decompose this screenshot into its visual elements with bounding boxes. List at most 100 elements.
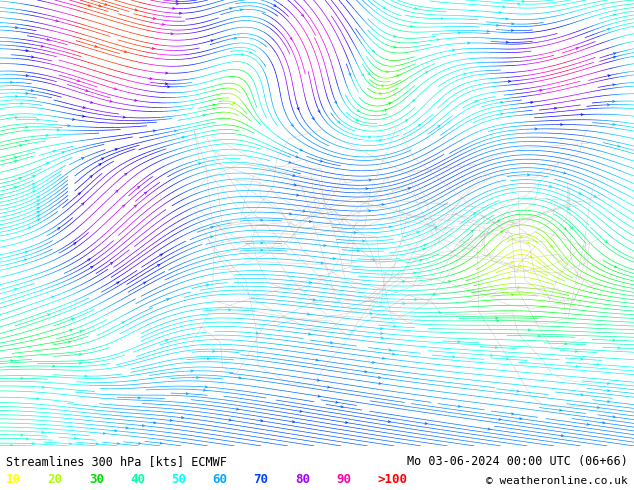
FancyArrowPatch shape: [368, 136, 370, 138]
FancyArrowPatch shape: [318, 395, 320, 397]
FancyArrowPatch shape: [517, 3, 520, 5]
FancyArrowPatch shape: [15, 95, 18, 98]
FancyArrowPatch shape: [261, 219, 262, 221]
FancyArrowPatch shape: [318, 110, 320, 112]
FancyArrowPatch shape: [236, 408, 238, 410]
FancyArrowPatch shape: [115, 148, 117, 150]
FancyArrowPatch shape: [380, 327, 383, 330]
FancyArrowPatch shape: [309, 281, 311, 284]
FancyArrowPatch shape: [78, 193, 81, 195]
Text: 60: 60: [212, 473, 228, 487]
FancyArrowPatch shape: [57, 228, 60, 230]
FancyArrowPatch shape: [415, 298, 417, 300]
FancyArrowPatch shape: [372, 361, 375, 364]
FancyArrowPatch shape: [249, 51, 252, 53]
FancyArrowPatch shape: [297, 107, 299, 110]
FancyArrowPatch shape: [71, 318, 74, 320]
Text: 40: 40: [130, 473, 145, 487]
FancyArrowPatch shape: [289, 213, 292, 215]
FancyArrowPatch shape: [320, 160, 323, 162]
FancyArrowPatch shape: [25, 126, 28, 128]
FancyArrowPatch shape: [206, 284, 209, 286]
FancyArrowPatch shape: [14, 187, 16, 189]
FancyArrowPatch shape: [77, 79, 80, 82]
FancyArrowPatch shape: [512, 294, 514, 296]
FancyArrowPatch shape: [487, 30, 489, 32]
FancyArrowPatch shape: [110, 100, 112, 102]
FancyArrowPatch shape: [51, 296, 54, 298]
FancyArrowPatch shape: [191, 370, 193, 372]
FancyArrowPatch shape: [312, 117, 314, 120]
FancyArrowPatch shape: [605, 241, 607, 243]
FancyArrowPatch shape: [15, 160, 16, 163]
FancyArrowPatch shape: [72, 118, 75, 121]
FancyArrowPatch shape: [138, 397, 140, 399]
FancyArrowPatch shape: [210, 226, 213, 229]
FancyArrowPatch shape: [167, 86, 170, 88]
Text: © weatheronline.co.uk: © weatheronline.co.uk: [486, 476, 628, 487]
FancyArrowPatch shape: [452, 49, 455, 51]
FancyArrowPatch shape: [528, 329, 530, 331]
FancyArrowPatch shape: [68, 341, 70, 343]
FancyArrowPatch shape: [296, 194, 299, 196]
FancyArrowPatch shape: [500, 231, 503, 233]
FancyArrowPatch shape: [612, 339, 615, 342]
FancyArrowPatch shape: [458, 341, 460, 343]
FancyArrowPatch shape: [203, 114, 205, 117]
FancyArrowPatch shape: [382, 357, 385, 359]
FancyArrowPatch shape: [381, 337, 383, 339]
FancyArrowPatch shape: [153, 130, 155, 132]
FancyArrowPatch shape: [300, 410, 302, 412]
FancyArrowPatch shape: [607, 390, 610, 392]
FancyArrowPatch shape: [597, 364, 599, 366]
FancyArrowPatch shape: [497, 220, 500, 222]
FancyArrowPatch shape: [308, 333, 311, 335]
FancyArrowPatch shape: [369, 179, 371, 181]
FancyArrowPatch shape: [36, 397, 39, 400]
FancyArrowPatch shape: [117, 442, 119, 445]
FancyArrowPatch shape: [607, 104, 609, 106]
FancyArrowPatch shape: [346, 421, 347, 423]
FancyArrowPatch shape: [441, 18, 443, 20]
Text: 10: 10: [6, 473, 22, 487]
FancyArrowPatch shape: [531, 101, 533, 103]
FancyArrowPatch shape: [105, 3, 107, 5]
FancyArrowPatch shape: [403, 281, 404, 283]
FancyArrowPatch shape: [327, 386, 330, 388]
FancyArrowPatch shape: [210, 40, 213, 42]
FancyArrowPatch shape: [204, 389, 205, 391]
FancyArrowPatch shape: [290, 37, 292, 40]
FancyArrowPatch shape: [210, 236, 212, 238]
FancyArrowPatch shape: [378, 382, 381, 385]
FancyArrowPatch shape: [11, 444, 13, 446]
FancyArrowPatch shape: [80, 331, 82, 333]
FancyArrowPatch shape: [378, 376, 380, 379]
FancyArrowPatch shape: [579, 192, 581, 194]
FancyArrowPatch shape: [86, 89, 88, 92]
FancyArrowPatch shape: [580, 358, 583, 360]
FancyArrowPatch shape: [501, 113, 503, 115]
FancyArrowPatch shape: [176, 2, 179, 5]
FancyArrowPatch shape: [561, 435, 563, 437]
FancyArrowPatch shape: [392, 353, 394, 355]
FancyArrowPatch shape: [179, 12, 181, 14]
FancyArrowPatch shape: [166, 298, 169, 301]
FancyArrowPatch shape: [134, 99, 137, 101]
FancyArrowPatch shape: [607, 28, 610, 30]
FancyArrowPatch shape: [96, 443, 98, 445]
FancyArrowPatch shape: [110, 263, 112, 265]
FancyArrowPatch shape: [205, 386, 207, 388]
FancyArrowPatch shape: [379, 139, 382, 142]
FancyArrowPatch shape: [517, 390, 519, 392]
FancyArrowPatch shape: [567, 207, 569, 209]
FancyArrowPatch shape: [124, 173, 127, 175]
FancyArrowPatch shape: [500, 101, 503, 103]
FancyArrowPatch shape: [368, 210, 371, 212]
FancyArrowPatch shape: [612, 416, 615, 418]
FancyArrowPatch shape: [316, 359, 318, 361]
FancyArrowPatch shape: [413, 272, 416, 274]
FancyArrowPatch shape: [37, 215, 39, 217]
FancyArrowPatch shape: [53, 365, 55, 367]
FancyArrowPatch shape: [313, 299, 315, 301]
FancyArrowPatch shape: [379, 93, 382, 95]
